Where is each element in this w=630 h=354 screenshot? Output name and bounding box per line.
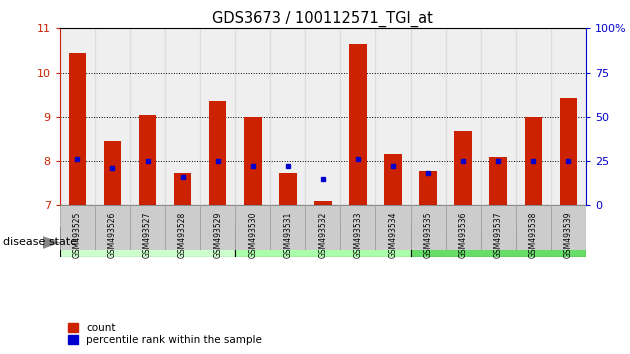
Bar [235, 205, 270, 250]
Text: GSM493525: GSM493525 [73, 212, 82, 258]
Bar [420, 171, 437, 205]
Bar [209, 101, 226, 205]
Bar [306, 205, 340, 250]
Bar [481, 205, 516, 250]
Legend: count, percentile rank within the sample: count, percentile rank within the sample [68, 323, 262, 345]
Text: GSM493529: GSM493529 [213, 212, 222, 258]
Bar [445, 205, 481, 250]
Bar [165, 28, 200, 205]
Bar [454, 131, 472, 205]
Bar [95, 28, 130, 205]
Bar [490, 157, 507, 205]
Bar [270, 205, 306, 250]
Bar [551, 205, 586, 250]
Text: hypertension: hypertension [108, 235, 186, 248]
Bar [60, 28, 95, 205]
Bar [516, 205, 551, 250]
Bar [384, 154, 402, 205]
Bar [104, 141, 121, 205]
Bar [559, 98, 577, 205]
Polygon shape [43, 237, 59, 248]
Bar [139, 115, 156, 205]
Text: GSM493538: GSM493538 [529, 212, 538, 258]
Bar [375, 205, 411, 250]
Bar [130, 28, 165, 205]
Bar [516, 28, 551, 205]
Bar [244, 117, 261, 205]
Bar [60, 227, 235, 257]
Bar [481, 28, 516, 205]
Bar [411, 227, 586, 257]
Bar [235, 227, 411, 257]
Bar [375, 28, 411, 205]
Text: GSM493530: GSM493530 [248, 212, 257, 258]
Text: GSM493532: GSM493532 [318, 212, 328, 258]
Bar [349, 44, 367, 205]
Bar [174, 173, 192, 205]
Bar [270, 28, 306, 205]
Bar [279, 173, 297, 205]
Bar [445, 28, 481, 205]
Bar [60, 205, 95, 250]
Bar [411, 28, 445, 205]
Text: normotension: normotension [457, 235, 539, 248]
Bar [551, 28, 586, 205]
Bar [165, 205, 200, 250]
Bar [200, 28, 235, 205]
Text: GSM493537: GSM493537 [494, 212, 503, 258]
Bar [411, 205, 445, 250]
Text: GSM493527: GSM493527 [143, 212, 152, 258]
Text: GSM493536: GSM493536 [459, 212, 467, 258]
Bar [95, 205, 130, 250]
Text: GSM493535: GSM493535 [423, 212, 433, 258]
Text: GSM493534: GSM493534 [389, 212, 398, 258]
Bar [200, 205, 235, 250]
Bar [314, 201, 331, 205]
Text: GSM493528: GSM493528 [178, 212, 187, 258]
Text: GSM493539: GSM493539 [564, 212, 573, 258]
Bar [525, 117, 542, 205]
Text: GSM493533: GSM493533 [353, 212, 362, 258]
Bar [235, 28, 270, 205]
Text: hypotension: hypotension [287, 235, 359, 248]
Bar [340, 28, 375, 205]
Text: GSM493526: GSM493526 [108, 212, 117, 258]
Text: GSM493531: GSM493531 [284, 212, 292, 258]
Bar [69, 53, 86, 205]
Bar [340, 205, 375, 250]
Text: disease state: disease state [3, 238, 77, 247]
Bar [130, 205, 165, 250]
Title: GDS3673 / 100112571_TGI_at: GDS3673 / 100112571_TGI_at [212, 11, 433, 27]
Bar [306, 28, 340, 205]
